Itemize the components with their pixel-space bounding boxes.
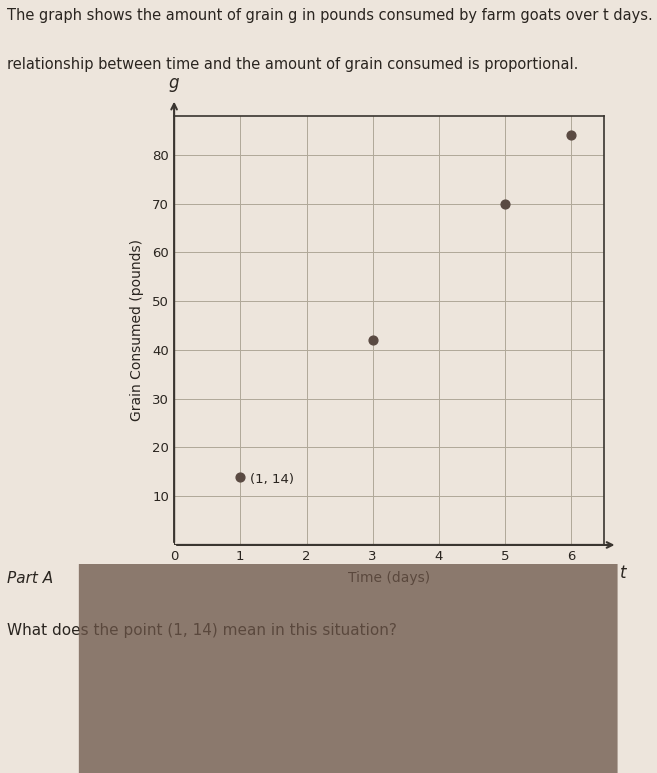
X-axis label: Time (days): Time (days) [348,571,430,585]
Text: The graph shows the amount of grain g in pounds consumed by farm goats over t da: The graph shows the amount of grain g in… [7,8,652,22]
Text: What does the point (1, 14) mean in this situation?: What does the point (1, 14) mean in this… [7,623,396,638]
Point [566,129,577,141]
Point [500,198,510,210]
Point [367,334,378,346]
Text: (1, 14): (1, 14) [250,472,294,485]
Text: g: g [169,74,179,92]
Text: Part A: Part A [7,570,53,586]
Y-axis label: Grain Consumed (pounds): Grain Consumed (pounds) [130,240,144,421]
Point [235,471,246,483]
Text: t: t [620,564,626,583]
Text: relationship between time and the amount of grain consumed is proportional.: relationship between time and the amount… [7,56,578,72]
FancyBboxPatch shape [79,553,618,773]
